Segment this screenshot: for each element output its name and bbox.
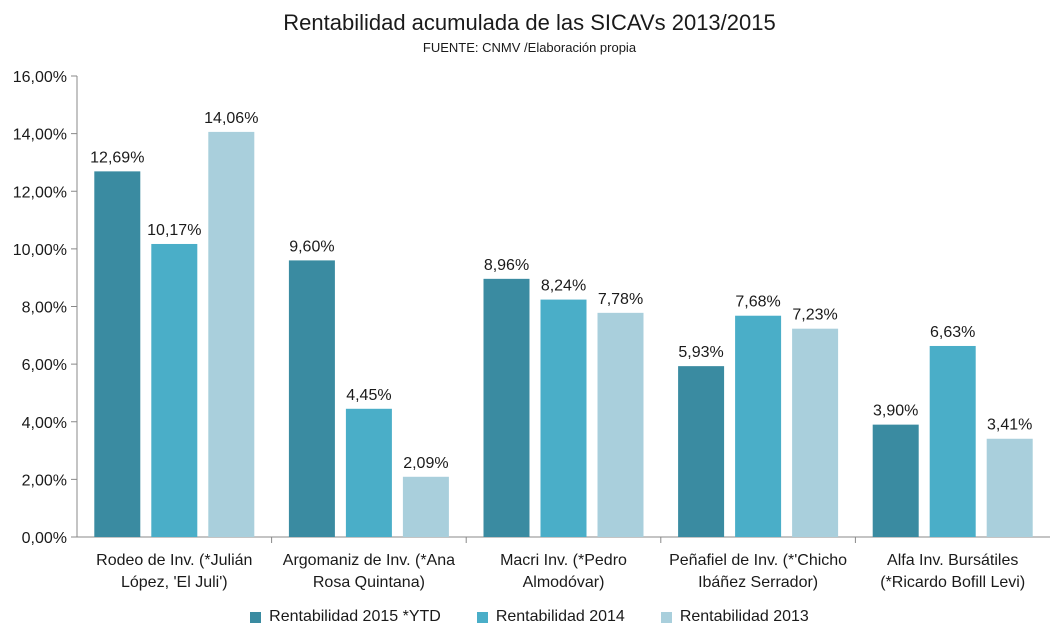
bar-s0-c2 — [483, 278, 530, 537]
bar-s2-c1 — [402, 476, 449, 537]
legend-item-2015: Rentabilidad 2015 *YTD — [250, 608, 441, 626]
chart-plot: 0,00% 2,00% 4,00% 6,00% 8,00% 10,00% 12,00% 14,… — [13, 69, 1050, 591]
legend-label-2013: Rentabilidad 2013 — [679, 608, 809, 625]
y-tick-label-6: 12,00% — [13, 184, 67, 201]
data-label-s2-c0: 14,06% — [204, 110, 258, 127]
legend-label-2015: Rentabilidad 2015 *YTD — [269, 608, 441, 625]
y-tick-label-7: 14,00% — [13, 127, 67, 144]
x-tick-label-c1-l0: Argomaniz de Inv. (*Ana — [283, 552, 455, 569]
data-label-s1-c0: 10,17% — [147, 222, 201, 239]
data-label-s2-c4: 3,41% — [987, 417, 1032, 434]
data-label-s2-c1: 2,09% — [403, 455, 448, 472]
data-label-s2-c2: 7,78% — [598, 291, 643, 308]
bar-s2-c3 — [792, 328, 839, 537]
x-tick-label-c3-l0: Peñafiel de Inv. (*'Chicho — [669, 552, 847, 569]
legend-item-2013: Rentabilidad 2013 — [660, 608, 809, 626]
y-tick-label-2: 4,00% — [22, 415, 67, 432]
data-label-s1-c3: 7,68% — [735, 294, 780, 311]
bar-s2-c2 — [597, 312, 644, 537]
legend: Rentabilidad 2015 *YTD Rentabilidad 2014… — [0, 608, 1059, 626]
legend-swatch-2014 — [476, 611, 488, 623]
data-label-s0-c2: 8,96% — [484, 257, 529, 274]
x-tick-label-c3-l1: Ibáñez Serrador) — [698, 574, 818, 591]
x-tick-label-c2-l0: Macri Inv. (*Pedro — [500, 552, 627, 569]
bar-s1-c4 — [929, 345, 976, 537]
data-label-s1-c4: 6,63% — [930, 324, 975, 341]
bar-s2-c4 — [986, 438, 1033, 537]
data-label-s0-c1: 9,60% — [289, 238, 334, 255]
x-tick-label-c0-l1: López, 'El Juli') — [121, 574, 228, 591]
x-tick-label-c1-l1: Rosa Quintana) — [313, 574, 425, 591]
legend-label-2014: Rentabilidad 2014 — [495, 608, 625, 625]
bar-s0-c1 — [288, 260, 335, 537]
chart-subtitle: FUENTE: CNMV /Elaboración propia — [422, 40, 637, 55]
x-tick-label-c0-l0: Rodeo de Inv. (*Julián — [96, 552, 252, 569]
y-tick-label-1: 2,00% — [22, 472, 67, 489]
bar-s2-c0 — [208, 131, 255, 538]
legend-swatch-2013 — [660, 611, 672, 623]
bar-s1-c2 — [540, 299, 587, 537]
data-label-s0-c4: 3,90% — [873, 403, 918, 420]
data-label-s1-c1: 4,45% — [346, 387, 391, 404]
legend-item-2014: Rentabilidad 2014 — [476, 608, 625, 626]
y-tick-label-5: 10,00% — [13, 242, 67, 259]
data-label-s0-c0: 12,69% — [90, 149, 144, 166]
data-label-s2-c3: 7,23% — [792, 307, 837, 324]
bar-s0-c0 — [94, 171, 141, 537]
bar-s1-c3 — [735, 315, 782, 537]
data-label-s0-c3: 5,93% — [678, 344, 723, 361]
y-tick-label-4: 8,00% — [22, 300, 67, 317]
bar-s1-c1 — [345, 408, 392, 537]
chart-title: Rentabilidad acumulada de las SICAVs 201… — [283, 10, 776, 35]
bar-s1-c0 — [151, 243, 198, 537]
legend-swatch-2015 — [250, 611, 262, 623]
bar-s0-c3 — [678, 366, 725, 537]
data-label-s1-c2: 8,24% — [541, 278, 586, 295]
x-tick-label-c4-l0: Alfa Inv. Bursátiles — [887, 552, 1018, 569]
x-tick-label-c4-l1: (*Ricardo Bofill Levi) — [880, 574, 1025, 591]
bar-s0-c4 — [872, 424, 919, 537]
y-tick-label-3: 6,00% — [22, 357, 67, 374]
y-tick-label-0: 0,00% — [22, 530, 67, 547]
y-tick-label-8: 16,00% — [13, 69, 67, 86]
x-tick-label-c2-l1: Almodóvar) — [523, 574, 605, 591]
